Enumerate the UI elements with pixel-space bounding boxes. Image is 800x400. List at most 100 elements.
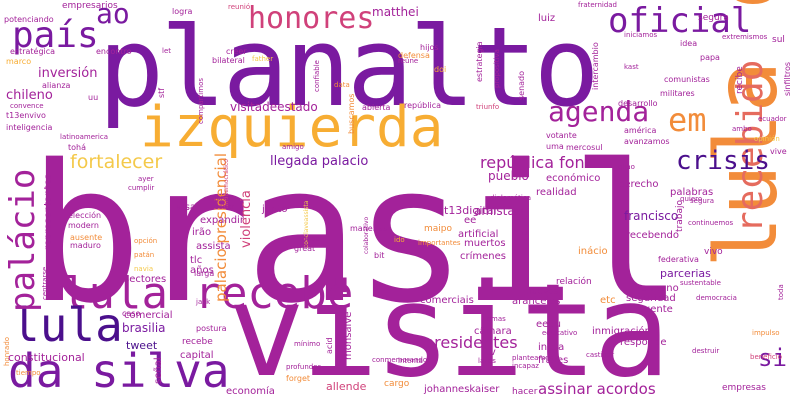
word-muertos: muertos — [464, 238, 506, 249]
word-relacion: relación — [556, 277, 592, 287]
word-cumplir: cumplir — [128, 184, 155, 192]
word-allende: allende — [326, 380, 367, 393]
word-estrategia: estrategia — [475, 41, 484, 82]
word-sustentable: sustentable — [680, 279, 721, 287]
word-propositiva: propositiva — [493, 49, 501, 88]
word-fraternidad: fraternidad — [578, 1, 617, 9]
word-iniciamos: iniciamos — [624, 31, 658, 39]
word-inversion: inversión — [38, 66, 98, 81]
word-palacio: palácio — [3, 168, 43, 312]
word-anos: años — [190, 265, 214, 276]
word-estrategica: estratégica — [10, 47, 56, 56]
word-vive: vive — [770, 147, 787, 156]
word-doi: doi — [434, 65, 447, 74]
word-father: father — [252, 55, 274, 63]
word-senal: señal — [153, 357, 164, 384]
word-inteligencia: inteligencia — [6, 123, 53, 132]
word-beneficio: beneficio — [750, 353, 782, 361]
word-visita: visita — [228, 257, 670, 400]
word-camara: câmara — [474, 326, 512, 337]
word-capital: capital — [180, 350, 214, 361]
word-qliao: qliao — [618, 163, 635, 171]
word-recebendo: recebendo — [626, 230, 679, 241]
word-militares: militares — [660, 89, 695, 98]
word-tlc: tlc — [190, 255, 203, 266]
word-realidad: realidad — [536, 187, 577, 198]
word-let: let — [162, 47, 171, 55]
word-da-silva: da silva — [8, 344, 230, 398]
word-si: si — [758, 344, 787, 372]
word-ao: ao — [96, 0, 130, 30]
word-economico: económico — [546, 173, 601, 184]
word-palabras: palabras — [670, 187, 714, 198]
word-encontro: encontro — [96, 47, 132, 56]
word-visitadeestado: visitadeestado — [230, 100, 318, 114]
word-uma: uma — [546, 142, 564, 151]
word-crisis: crisis — [676, 146, 770, 176]
word-creer: creer — [226, 47, 247, 56]
word-expandir: expandir — [200, 215, 244, 226]
word-ee: ee — [464, 215, 477, 226]
word-t13digital: t13digital — [444, 204, 497, 217]
word-economia: economía — [226, 386, 275, 397]
word-buscamos: buscamos — [347, 93, 356, 134]
word-artificial: artificial — [458, 229, 499, 240]
word-empresas: empresas — [722, 383, 766, 393]
word-tiempo: tiempo — [16, 369, 41, 377]
word-senado: senado — [517, 70, 526, 100]
word-convence: convence — [10, 102, 44, 110]
word-caso: caso — [122, 309, 141, 318]
word-toda: toda — [777, 284, 785, 300]
word-aranceles: aranceles — [512, 296, 561, 307]
word-abierta: abierta — [362, 103, 391, 112]
word-mercosul: mercosul — [566, 143, 603, 152]
word-debe: debe — [302, 235, 320, 243]
word-parcerias: parcerias — [660, 267, 711, 280]
word-latinoamerica: latinoamerica — [60, 133, 109, 141]
word-intenta: intenta — [398, 357, 423, 365]
word-reune: reúne — [398, 57, 419, 65]
word-ambo: ambo — [732, 125, 752, 133]
word-avanzamos: avanzamos — [624, 137, 670, 146]
word-johanneskaiser: johanneskaiser — [424, 384, 500, 395]
word-logra: logra — [172, 7, 193, 16]
word-toha: tohá — [68, 143, 87, 152]
word-reunio: reunió — [228, 3, 251, 11]
word-llegada-palacio: llegada palacio — [270, 154, 369, 169]
word-honores: honores — [248, 1, 375, 36]
word-ido: ido — [394, 236, 405, 244]
word-lula-recebe: lula recebe — [62, 268, 354, 319]
word-seguridad: seguridad — [626, 293, 676, 304]
word-potenciando: potenciando — [4, 15, 54, 24]
word-navia: navia — [134, 265, 154, 273]
word-eeuu: eeuu — [536, 319, 561, 330]
word-planalto: planalto — [98, 3, 600, 131]
word-recibe: recibe — [735, 66, 745, 94]
word-inmigracion: inmigración — [592, 326, 651, 337]
word-hacer: hacer — [512, 387, 538, 397]
word-impulso: impulso — [752, 329, 780, 337]
word-colaborativo: colaborativo — [363, 216, 370, 254]
word-ecuador: ecuador — [758, 115, 787, 123]
word-patan: patán — [134, 251, 155, 259]
word-votante: votante — [546, 131, 577, 140]
word-great: great — [294, 244, 316, 253]
word-tweet: tweet — [126, 339, 158, 352]
word-francisco: francisco — [624, 209, 679, 223]
word-empresarios: empresarios — [62, 1, 118, 11]
word-t13envivo: t13envivo — [6, 111, 46, 120]
word-centrarse: centrarse — [41, 266, 49, 300]
word-quiero: quiero — [680, 195, 703, 203]
word-chileno: chileno — [6, 88, 53, 103]
word-incapaz: incapaz — [512, 362, 539, 370]
word-lula: lula — [12, 298, 123, 352]
word-monsalve: monsalve — [343, 311, 354, 360]
word-visa: visa — [176, 202, 197, 213]
word-segura: segura — [698, 13, 729, 23]
word-ayer: ayer — [138, 175, 154, 183]
word-defensa: defensa — [398, 51, 430, 60]
word-maneiras: maneiras — [350, 224, 388, 233]
word-jack: jack — [196, 298, 211, 306]
word-hijos: hijos — [420, 43, 439, 52]
word-assinar-acordos: assinar acordos — [538, 380, 656, 398]
